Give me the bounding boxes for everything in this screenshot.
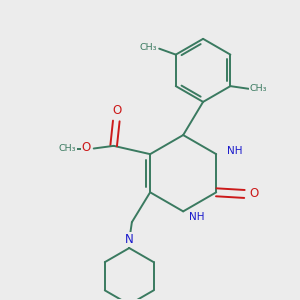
Text: O: O xyxy=(82,141,91,154)
Text: NH: NH xyxy=(189,212,204,222)
Text: O: O xyxy=(113,104,122,117)
Text: NH: NH xyxy=(227,146,242,156)
Text: N: N xyxy=(125,233,134,246)
Text: O: O xyxy=(250,188,259,200)
Text: CH₃: CH₃ xyxy=(140,44,157,52)
Text: CH₃: CH₃ xyxy=(250,84,267,93)
Text: CH₃: CH₃ xyxy=(58,144,76,153)
